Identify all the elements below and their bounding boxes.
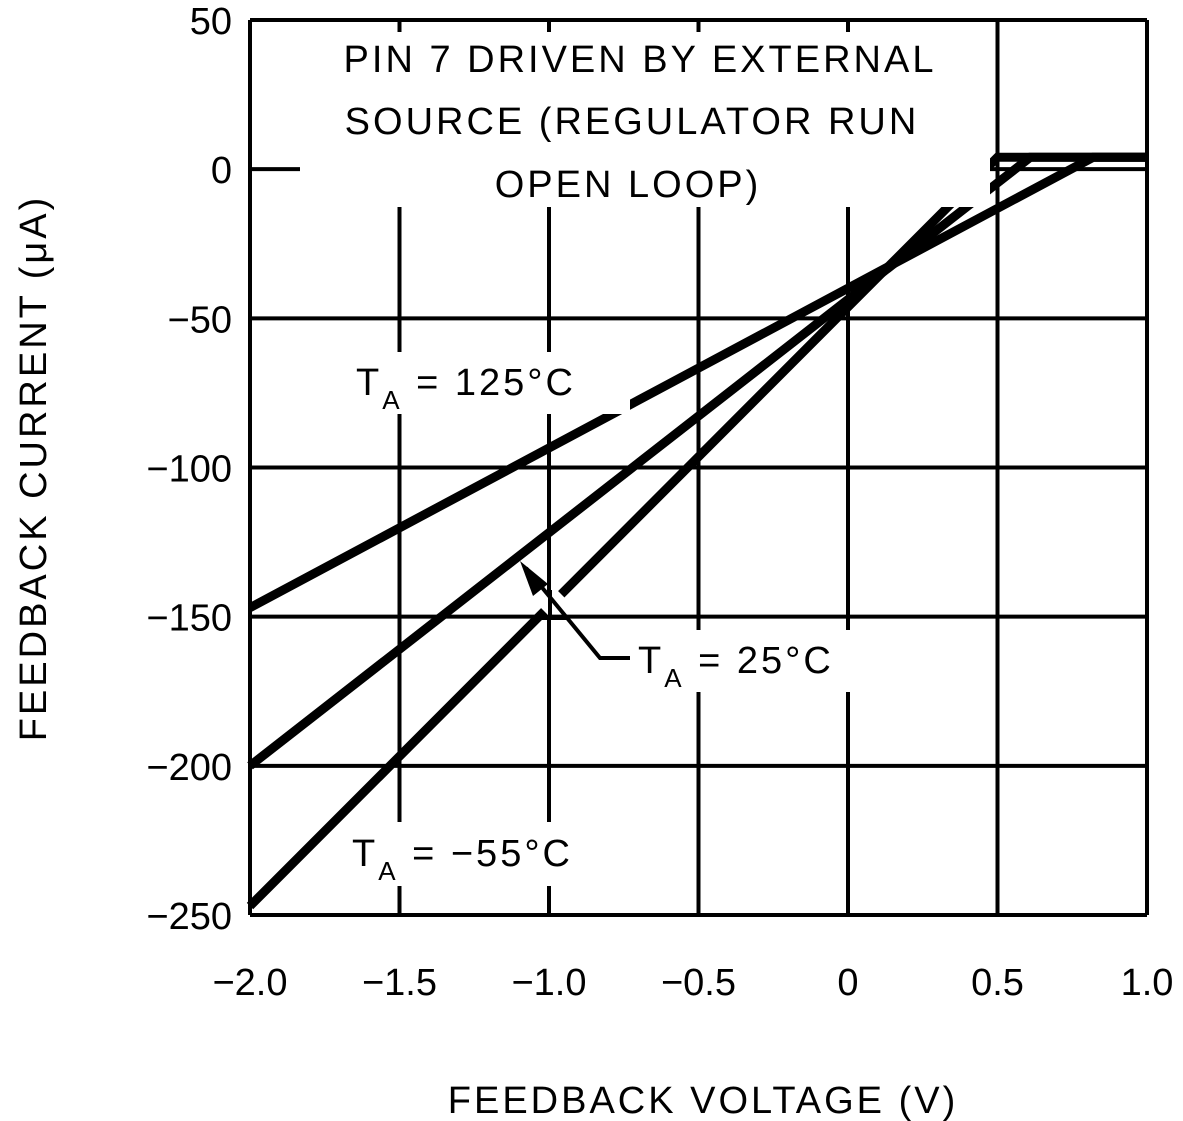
label-125c: TA = 125°C — [356, 362, 576, 415]
series-lines — [246, 152, 1147, 910]
x-tick-label: 0.5 — [971, 962, 1024, 1004]
x-tick-label: −2.0 — [212, 962, 287, 1004]
y-axis-label: FEEDBACK CURRENT (μA) — [13, 195, 55, 742]
y-tick-label: 50 — [190, 1, 232, 43]
x-tick-label: −1.0 — [511, 962, 586, 1004]
note-line-1: PIN 7 DRIVEN BY EXTERNAL — [344, 39, 937, 81]
label-25c: TA = 25°C — [638, 640, 834, 693]
x-axis-label: FEEDBACK VOLTAGE (V) — [448, 1080, 958, 1121]
y-tick-label: −150 — [146, 598, 232, 640]
y-tick-label: −250 — [146, 896, 232, 938]
x-tick-label: −0.5 — [661, 962, 736, 1004]
note-line-2: SOURCE (REGULATOR RUN — [345, 101, 920, 143]
label-minus55c: TA = −55°C — [352, 833, 573, 886]
x-tick-label: 1.0 — [1121, 962, 1174, 1004]
x-tick-label: −1.5 — [362, 962, 437, 1004]
series-line-2 — [246, 152, 1147, 910]
tick-labels: −2.0 −1.5 −1.0 −0.5 0 0.5 1.0 50 0 −50 −100 −150 −20… — [146, 1, 1173, 1004]
note-line-3: OPEN LOOP) — [495, 164, 762, 206]
y-tick-label: −200 — [146, 747, 232, 789]
y-tick-label: −50 — [168, 299, 232, 341]
y-tick-label: −100 — [146, 449, 232, 491]
annotations: PIN 7 DRIVEN BY EXTERNAL SOURCE (REGULAT… — [300, 32, 990, 886]
x-tick-label: 0 — [837, 962, 858, 1004]
y-tick-label: 0 — [211, 150, 232, 192]
arrow-leader-25c — [524, 566, 630, 660]
arrow-head-25c — [520, 561, 548, 596]
grid — [248, 18, 1149, 917]
